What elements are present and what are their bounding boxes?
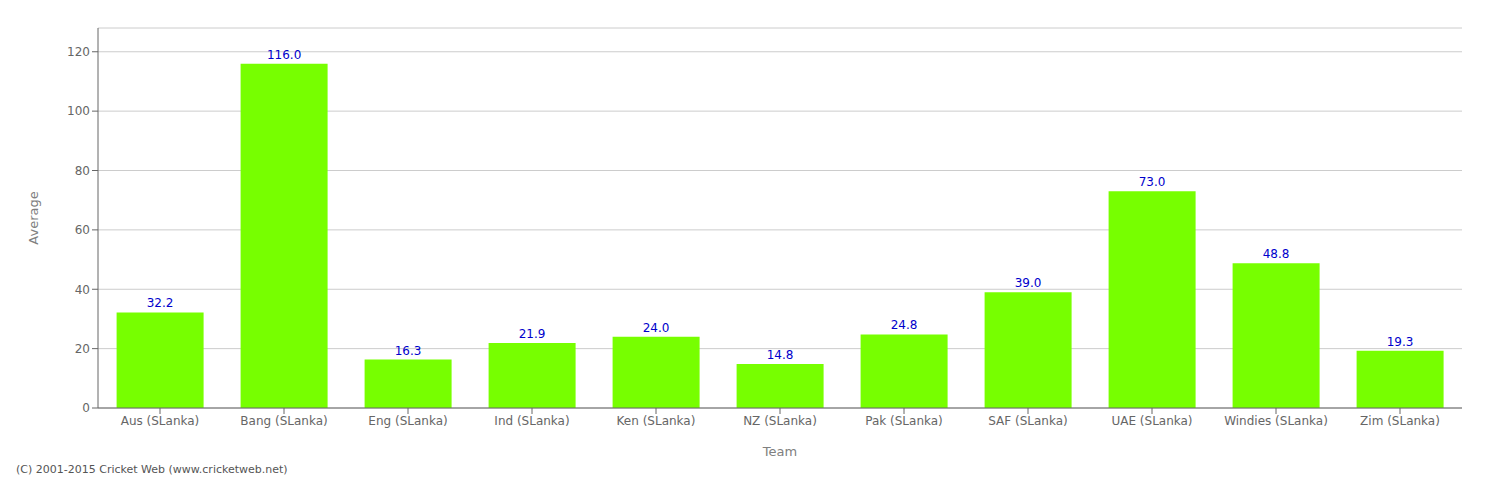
svg-text:39.0: 39.0 [1015, 276, 1042, 290]
svg-text:116.0: 116.0 [267, 48, 301, 62]
svg-text:73.0: 73.0 [1139, 175, 1166, 189]
svg-text:SAF (SLanka): SAF (SLanka) [988, 414, 1067, 428]
html-text:(C) 2001-2015 Cricket Web (www: (C) 2001-2015 Cricket Web (www.cricketwe… [16, 463, 288, 476]
svg-text:Zim (SLanka): Zim (SLanka) [1360, 414, 1440, 428]
svg-text:NZ (SLanka): NZ (SLanka) [743, 414, 817, 428]
svg-text:0: 0 [82, 401, 90, 415]
svg-text:20: 20 [75, 342, 90, 356]
svg-text:24.0: 24.0 [643, 321, 670, 335]
svg-text:14.8: 14.8 [767, 348, 794, 362]
svg-text:Bang (SLanka): Bang (SLanka) [240, 414, 327, 428]
svg-text:Windies (SLanka): Windies (SLanka) [1224, 414, 1328, 428]
svg-text:60: 60 [75, 223, 90, 237]
svg-text:120: 120 [67, 45, 90, 59]
svg-text:80: 80 [75, 164, 90, 178]
svg-text:Ken (SLanka): Ken (SLanka) [617, 414, 696, 428]
svg-text:24.8: 24.8 [891, 318, 918, 332]
svg-text:Eng (SLanka): Eng (SLanka) [368, 414, 447, 428]
svg-text:100: 100 [67, 104, 90, 118]
svg-text:40: 40 [75, 283, 90, 297]
svg-text:Aus (SLanka): Aus (SLanka) [121, 414, 200, 428]
svg-text:32.2: 32.2 [147, 296, 174, 310]
svg-text:Ind (SLanka): Ind (SLanka) [494, 414, 569, 428]
svg-text:UAE (SLanka): UAE (SLanka) [1111, 414, 1192, 428]
svg-text:16.3: 16.3 [395, 344, 422, 358]
svg-text:48.8: 48.8 [1263, 247, 1290, 261]
svg-text:Team: Team [762, 444, 797, 459]
svg-text:Average: Average [26, 191, 41, 244]
svg-text:19.3: 19.3 [1387, 335, 1414, 349]
svg-text:21.9: 21.9 [519, 327, 546, 341]
svg-text:Pak (SLanka): Pak (SLanka) [865, 414, 943, 428]
